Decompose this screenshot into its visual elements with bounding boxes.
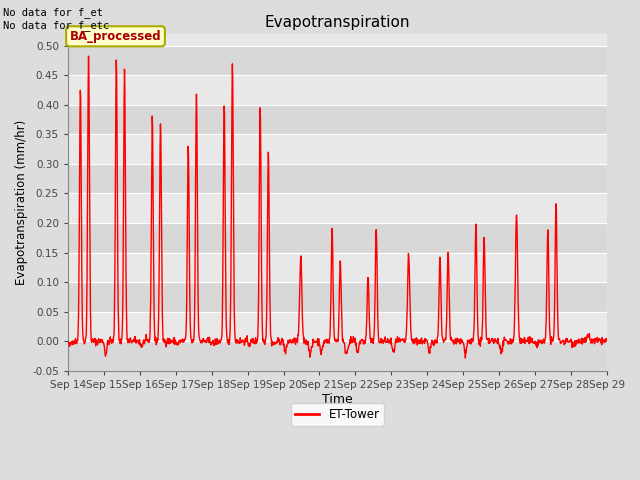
Bar [68,341,607,371]
Bar [68,164,607,193]
Bar [68,282,607,312]
Bar [68,312,607,341]
Legend: ET-Tower: ET-Tower [291,403,384,425]
Text: BA_processed: BA_processed [70,30,161,43]
Bar [68,252,607,282]
Bar [68,105,607,134]
Y-axis label: Evapotranspiration (mm/hr): Evapotranspiration (mm/hr) [15,120,28,285]
Bar [68,46,607,75]
Bar [68,134,607,164]
X-axis label: Time: Time [322,393,353,406]
Bar [68,75,607,105]
Bar [68,193,607,223]
Text: No data for f_et
No data for f_etc: No data for f_et No data for f_etc [3,7,109,31]
Title: Evapotranspiration: Evapotranspiration [265,15,410,30]
Bar [68,223,607,252]
